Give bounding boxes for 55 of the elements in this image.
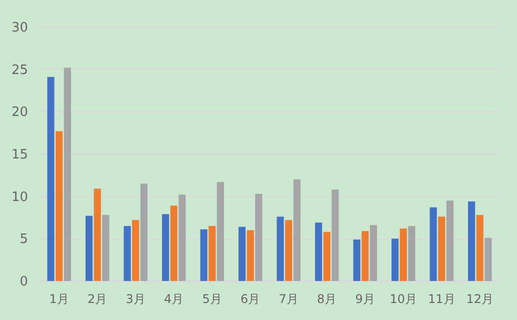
x-tick-label: 7月 bbox=[278, 292, 298, 306]
x-tick-label: 2月 bbox=[88, 292, 108, 306]
bar bbox=[332, 190, 339, 281]
bar bbox=[430, 207, 437, 281]
bar bbox=[94, 188, 101, 281]
bar bbox=[484, 238, 492, 281]
y-tick-label: 0 bbox=[20, 274, 28, 290]
bar bbox=[102, 214, 110, 281]
bar bbox=[246, 230, 254, 281]
bar bbox=[132, 220, 140, 281]
bar bbox=[64, 68, 71, 281]
bar bbox=[162, 214, 170, 281]
bar bbox=[370, 225, 377, 281]
y-tick-label: 5 bbox=[20, 232, 28, 248]
bar bbox=[353, 240, 360, 281]
bar bbox=[476, 214, 484, 281]
x-tick-label: 3月 bbox=[126, 292, 146, 306]
bar bbox=[315, 222, 322, 281]
x-tick-label: 8月 bbox=[317, 292, 337, 306]
bar bbox=[285, 220, 292, 281]
bar bbox=[56, 131, 63, 281]
bar bbox=[255, 194, 262, 281]
bar bbox=[170, 206, 178, 281]
x-tick-label: 5月 bbox=[202, 292, 222, 306]
y-tick-label: 15 bbox=[11, 148, 28, 163]
y-tick-label: 30 bbox=[11, 20, 28, 36]
y-tick-label: 20 bbox=[11, 105, 28, 120]
bar bbox=[468, 201, 476, 281]
x-tick-label: 10月 bbox=[390, 292, 418, 306]
x-tick-label: 12月 bbox=[466, 292, 494, 306]
bar bbox=[124, 226, 131, 281]
bar bbox=[400, 228, 407, 281]
x-tick-label: 6月 bbox=[240, 292, 260, 306]
x-tick-label: 4月 bbox=[164, 292, 184, 306]
bar bbox=[86, 216, 93, 281]
x-tick-label: 1月 bbox=[49, 292, 69, 306]
bar bbox=[140, 184, 148, 281]
y-tick-label: 25 bbox=[11, 62, 28, 78]
bar bbox=[293, 179, 300, 281]
bar bbox=[216, 182, 224, 281]
bar bbox=[208, 226, 216, 281]
bar bbox=[47, 76, 54, 281]
bar bbox=[408, 226, 416, 281]
bar bbox=[446, 200, 454, 281]
bar bbox=[276, 216, 284, 281]
bar bbox=[178, 194, 186, 281]
bar bbox=[392, 238, 399, 281]
x-tick-label: 9月 bbox=[355, 292, 375, 306]
bar bbox=[200, 229, 208, 281]
bar bbox=[238, 226, 246, 281]
bar bbox=[362, 231, 369, 281]
bar bbox=[323, 232, 330, 281]
y-tick-label: 10 bbox=[11, 190, 28, 205]
x-tick-label: 11月 bbox=[428, 292, 456, 306]
bar bbox=[438, 216, 446, 281]
